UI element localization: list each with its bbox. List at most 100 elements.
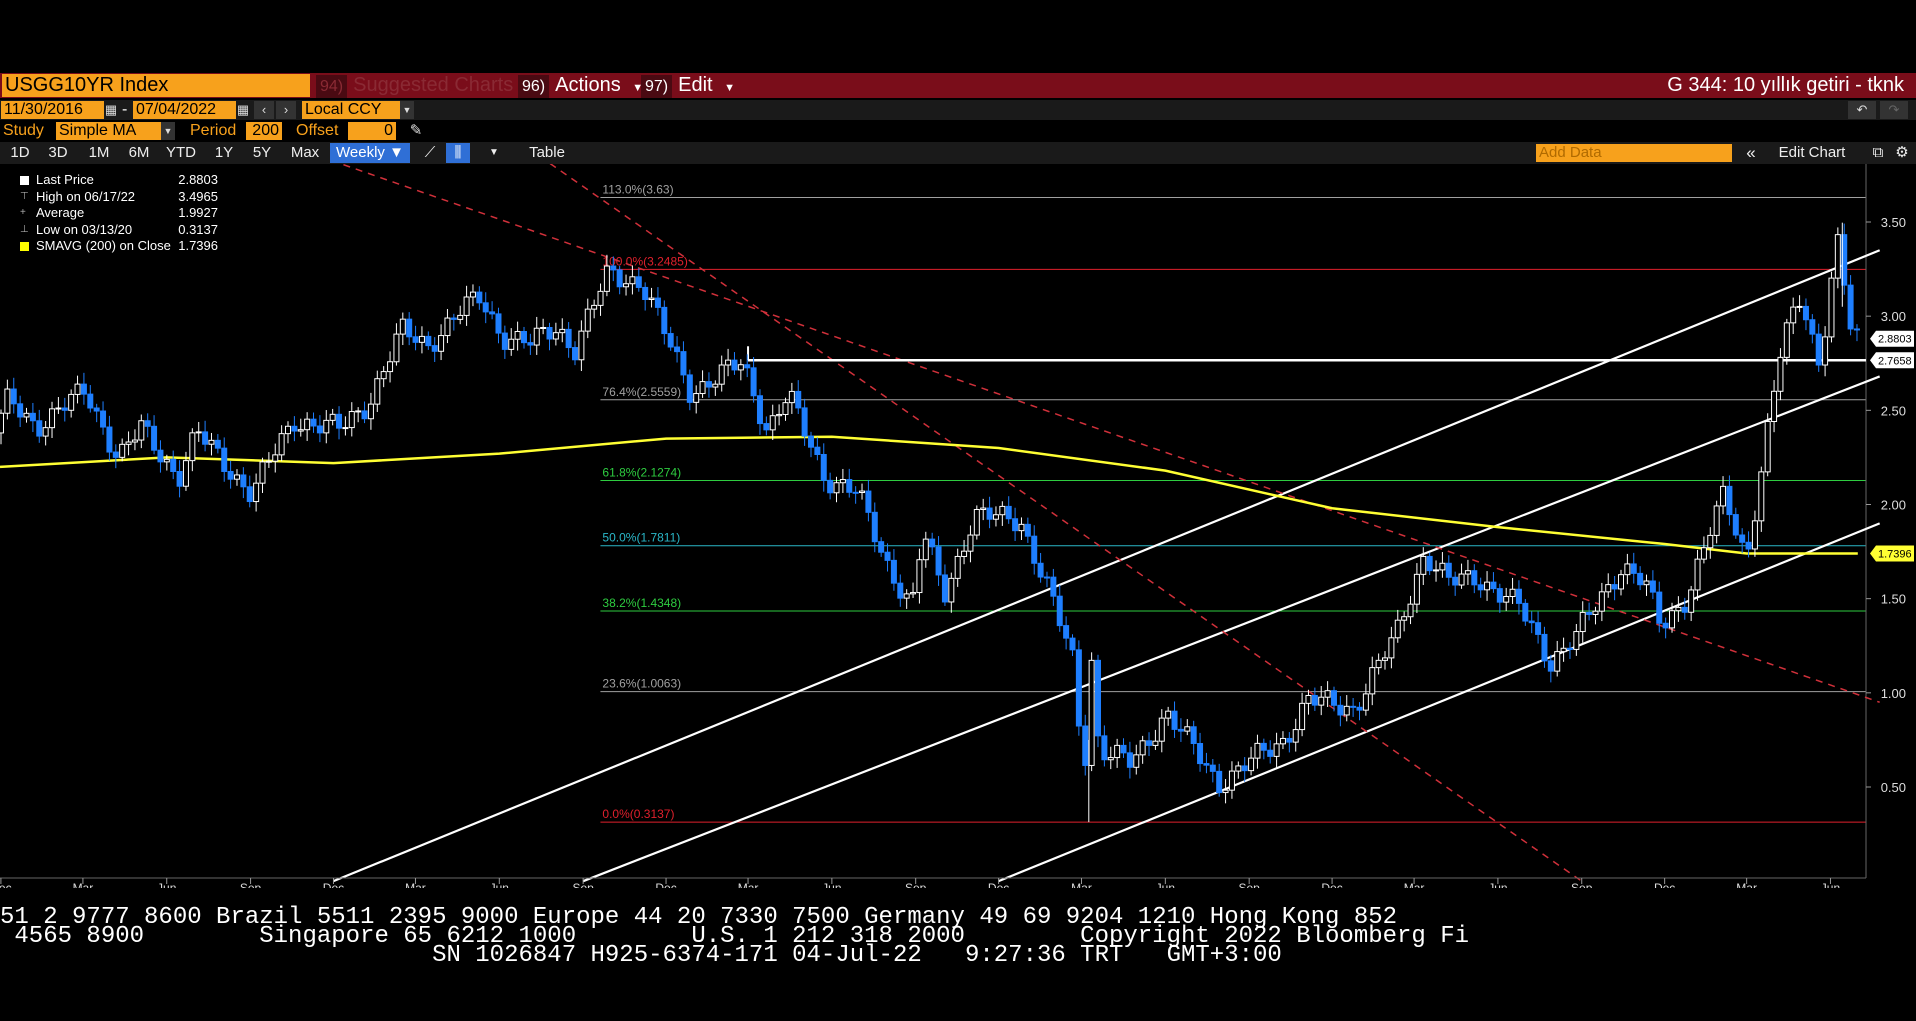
end-date-field[interactable]: 07/04/2022 [133, 101, 236, 119]
candle-body [49, 408, 56, 429]
candle-body [1337, 704, 1344, 716]
legend-value: 2.8803 [178, 172, 218, 187]
candle-body [897, 582, 904, 599]
candle-body [151, 425, 158, 451]
edit-chart-icon[interactable]: ⧉ [1872, 144, 1884, 161]
price-chart[interactable]: 113.0%(3.63) 100.0%(3.2485) 76.4%(2.5559) 6… [0, 164, 1916, 888]
line-chart-icon[interactable]: ⟋ [424, 144, 436, 161]
candle-body [1637, 572, 1644, 586]
fibonacci-label: 23.6%(1.0063) [602, 677, 681, 691]
collapse-icon[interactable]: « [1746, 143, 1756, 162]
candle-body [1330, 690, 1337, 706]
legend-swatch [20, 242, 29, 251]
candle-chart-icon[interactable]: ⫼ [446, 143, 470, 163]
legend-value: 1.7396 [178, 238, 218, 253]
candle-body [1515, 588, 1522, 604]
x-tick-label: Mar [405, 881, 426, 888]
candle-body [1024, 523, 1031, 537]
candle-body [1375, 659, 1382, 669]
x-axis: Dec Mar Jun Sep Dec Mar Jun Sep Dec Mar Jun Sep Dec M… [0, 877, 1866, 888]
candle-body [1407, 603, 1414, 618]
candle-body [412, 336, 419, 343]
start-calendar-icon[interactable]: ▦ [104, 101, 118, 119]
range-1m-button[interactable]: 1M [88, 144, 110, 161]
next-period-icon[interactable]: › [276, 101, 296, 119]
end-calendar-icon[interactable]: ▦ [236, 101, 250, 119]
candle-body [922, 538, 929, 561]
candle-body [1146, 740, 1153, 746]
trend-channel-line [333, 249, 1881, 883]
candle-body [1114, 744, 1121, 759]
candle-body [859, 490, 866, 494]
settings-gear-icon[interactable]: ⚙ [1895, 144, 1909, 161]
candle-body [1688, 589, 1695, 613]
candle-body [540, 326, 547, 329]
pencil-icon[interactable]: ✎ [406, 122, 426, 140]
candle-body [1133, 754, 1140, 768]
candle-body [1299, 702, 1306, 731]
candle-body [1165, 710, 1172, 719]
chart-type-dropdown-icon[interactable]: ▼ [489, 147, 499, 158]
candle-body [1535, 622, 1542, 635]
candle-body [763, 423, 770, 431]
edit-menu[interactable]: 97) Edit ▼ [641, 74, 735, 98]
candle-body [1228, 770, 1235, 791]
candle-body [1528, 620, 1535, 624]
start-date-field[interactable]: 11/30/2016 [1, 101, 104, 119]
candle-body [852, 491, 859, 494]
candle-body [1082, 725, 1089, 766]
candle-body [138, 420, 145, 441]
range-1d-button[interactable]: 1D [10, 144, 30, 161]
offset-input[interactable]: 0 [348, 122, 396, 140]
candle-body [74, 383, 81, 395]
candle-body [1662, 622, 1669, 629]
candle-body [61, 407, 68, 411]
currency-select[interactable]: Local CCY [302, 101, 414, 119]
x-tick-label: Sep [572, 881, 594, 888]
frequency-dropdown-icon: ▼ [389, 144, 404, 161]
suggested-charts-button[interactable]: 94) Suggested Charts [316, 74, 513, 98]
previous-period-icon[interactable]: ‹ [254, 101, 274, 119]
study-select[interactable]: Simple MA [56, 122, 175, 140]
candle-body [36, 420, 43, 437]
currency-dropdown-icon[interactable]: ▼ [400, 101, 414, 119]
range-1y-button[interactable]: 1Y [214, 144, 234, 161]
candle-body [1745, 541, 1752, 550]
redo-icon[interactable]: ↷ [1880, 101, 1908, 119]
price-tag-label: 2.8803 [1878, 334, 1912, 346]
period-input[interactable]: 200 [246, 122, 282, 140]
candle-body [1209, 764, 1216, 772]
candle-body [112, 451, 119, 458]
add-data-input[interactable]: Add Data [1536, 144, 1732, 162]
candle-body [259, 461, 266, 484]
candle-body [961, 550, 968, 557]
candle-body [0, 412, 4, 434]
undo-icon[interactable]: ↶ [1848, 101, 1876, 119]
candle-body [1305, 694, 1312, 704]
candle-body [1267, 749, 1274, 757]
study-dropdown-icon[interactable]: ▼ [161, 122, 175, 140]
candle-body [1356, 706, 1363, 711]
candle-body [935, 546, 942, 576]
candle-body [1248, 757, 1255, 772]
range-6m-button[interactable]: 6M [128, 144, 150, 161]
range-5y-button[interactable]: 5Y [252, 144, 272, 161]
range-ytd-button[interactable]: YTD [166, 144, 196, 161]
legend-swatch [20, 176, 29, 185]
candle-body [693, 393, 700, 403]
range-3d-button[interactable]: 3D [48, 144, 68, 161]
candle-body [55, 407, 62, 410]
range-max-button[interactable]: Max [290, 144, 320, 161]
candle-body [1796, 305, 1803, 308]
edit-chart-button[interactable]: Edit Chart [1778, 144, 1846, 161]
candle-body [756, 395, 763, 425]
frequency-select[interactable]: Weekly ▼ [330, 143, 410, 163]
candle-body [29, 412, 36, 422]
candle-body [642, 286, 649, 300]
candle-body [1834, 234, 1841, 279]
actions-menu[interactable]: 96) Actions ▼ [518, 74, 643, 98]
x-tick-label: Mar [1071, 881, 1092, 888]
candle-body [170, 458, 177, 472]
ticker-input[interactable]: USGG10YR Index [2, 74, 310, 97]
table-button[interactable]: Table [529, 144, 565, 161]
